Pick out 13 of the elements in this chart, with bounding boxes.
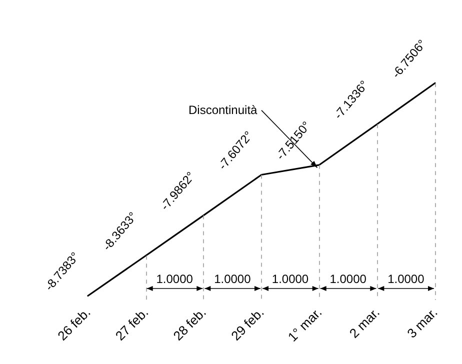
annotation: 1.0000 [154, 272, 195, 286]
annotation: 1.0000 [386, 272, 426, 286]
x-tick-label: 27 feb. [112, 304, 152, 344]
x-tick-label: 1° mar. [284, 304, 325, 344]
annotation: 1.0000 [328, 272, 368, 286]
x-tick-label: 26 feb. [54, 304, 94, 344]
x-tick-label: 3 mar. [404, 304, 440, 341]
annotation: Discontinuità [186, 103, 260, 118]
x-tick-label: 28 feb. [170, 304, 209, 344]
x-tick-label: 2 mar. [346, 304, 382, 341]
annotation: 1.0000 [212, 272, 253, 286]
annotation: 1.0000 [270, 272, 311, 286]
x-tick-label: 29 feb. [228, 304, 267, 344]
